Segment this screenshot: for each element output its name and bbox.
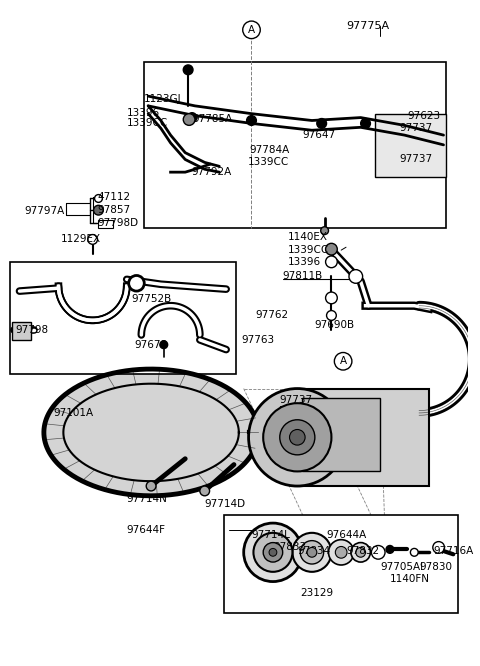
Circle shape — [146, 481, 156, 491]
Circle shape — [336, 547, 347, 558]
Circle shape — [349, 270, 362, 283]
Circle shape — [280, 420, 315, 455]
Text: 97798D: 97798D — [97, 218, 139, 228]
Text: 47112: 47112 — [97, 192, 131, 202]
Circle shape — [335, 352, 352, 370]
Text: 97101A: 97101A — [54, 408, 94, 418]
Bar — [98, 220, 113, 228]
Text: 97830: 97830 — [419, 562, 452, 572]
Text: 97705AI: 97705AI — [380, 562, 423, 572]
Bar — [12, 322, 31, 340]
Circle shape — [325, 292, 337, 304]
Circle shape — [386, 545, 394, 553]
Text: 97763: 97763 — [242, 335, 275, 345]
Circle shape — [307, 547, 317, 557]
Circle shape — [243, 21, 260, 39]
Text: 97737: 97737 — [400, 155, 433, 165]
Circle shape — [183, 114, 195, 125]
Text: 97832: 97832 — [346, 546, 379, 556]
Text: A: A — [248, 25, 255, 35]
Text: 1123GJ: 1123GJ — [144, 94, 182, 104]
Text: 97797A: 97797A — [24, 206, 65, 216]
Circle shape — [433, 541, 444, 553]
Polygon shape — [44, 369, 258, 496]
Circle shape — [292, 533, 331, 572]
Circle shape — [321, 226, 328, 234]
Circle shape — [325, 256, 337, 268]
Bar — [375, 114, 446, 177]
Text: 97752B: 97752B — [132, 294, 172, 304]
Circle shape — [263, 403, 331, 472]
Circle shape — [187, 113, 197, 123]
Text: 97834: 97834 — [297, 546, 330, 556]
Text: 13396: 13396 — [127, 108, 160, 118]
Text: 97857: 97857 — [97, 205, 131, 215]
Circle shape — [360, 119, 371, 129]
Text: 1339CC: 1339CC — [288, 245, 329, 255]
Bar — [302, 398, 380, 472]
Text: 97811B: 97811B — [283, 272, 323, 282]
Circle shape — [247, 116, 256, 125]
Circle shape — [244, 523, 302, 581]
Text: 97792A: 97792A — [191, 167, 231, 177]
Text: 97690B: 97690B — [314, 320, 354, 330]
Text: 97762: 97762 — [255, 310, 288, 320]
Text: 97775A: 97775A — [346, 21, 389, 31]
Text: 97714L: 97714L — [252, 529, 290, 539]
Text: 97798: 97798 — [15, 325, 49, 335]
Text: 97714N: 97714N — [127, 494, 168, 503]
Bar — [292, 388, 429, 486]
Bar — [144, 62, 446, 228]
Text: 97716A: 97716A — [434, 546, 474, 556]
Circle shape — [129, 276, 144, 291]
Text: 13396: 13396 — [288, 257, 321, 267]
Text: 97737: 97737 — [280, 395, 313, 405]
Circle shape — [325, 243, 337, 255]
Circle shape — [94, 205, 103, 215]
Circle shape — [200, 486, 210, 496]
Text: 97833: 97833 — [273, 542, 306, 553]
Circle shape — [263, 543, 283, 562]
Text: 23129: 23129 — [300, 588, 334, 598]
Circle shape — [183, 65, 193, 75]
Text: 1140FN: 1140FN — [390, 573, 430, 583]
Bar — [224, 515, 458, 613]
Circle shape — [289, 430, 305, 445]
Text: 1129EX: 1129EX — [60, 234, 101, 244]
Text: 97784A: 97784A — [250, 145, 290, 155]
Circle shape — [372, 545, 385, 559]
Circle shape — [249, 388, 346, 486]
Circle shape — [317, 119, 326, 129]
Circle shape — [356, 547, 366, 557]
Circle shape — [300, 541, 324, 564]
Circle shape — [328, 539, 354, 565]
Circle shape — [351, 543, 371, 562]
Circle shape — [326, 310, 336, 320]
Text: A: A — [339, 356, 347, 366]
Circle shape — [88, 234, 97, 244]
Text: 1140EX: 1140EX — [288, 232, 327, 242]
Text: 97623: 97623 — [408, 111, 441, 121]
Circle shape — [95, 194, 102, 202]
Text: 97644F: 97644F — [127, 525, 166, 535]
Text: 97785A: 97785A — [192, 113, 232, 124]
Text: 97644A: 97644A — [326, 529, 367, 539]
Circle shape — [253, 533, 292, 572]
Text: 97647: 97647 — [302, 130, 336, 140]
Circle shape — [269, 548, 277, 556]
Text: 97714D: 97714D — [204, 499, 246, 509]
Text: 1339CC: 1339CC — [127, 119, 168, 129]
Text: 97737: 97737 — [400, 123, 433, 133]
Circle shape — [160, 341, 168, 348]
Bar — [10, 262, 236, 374]
Text: 1339CC: 1339CC — [248, 157, 289, 167]
Text: 97678: 97678 — [134, 340, 168, 350]
Circle shape — [410, 548, 418, 556]
